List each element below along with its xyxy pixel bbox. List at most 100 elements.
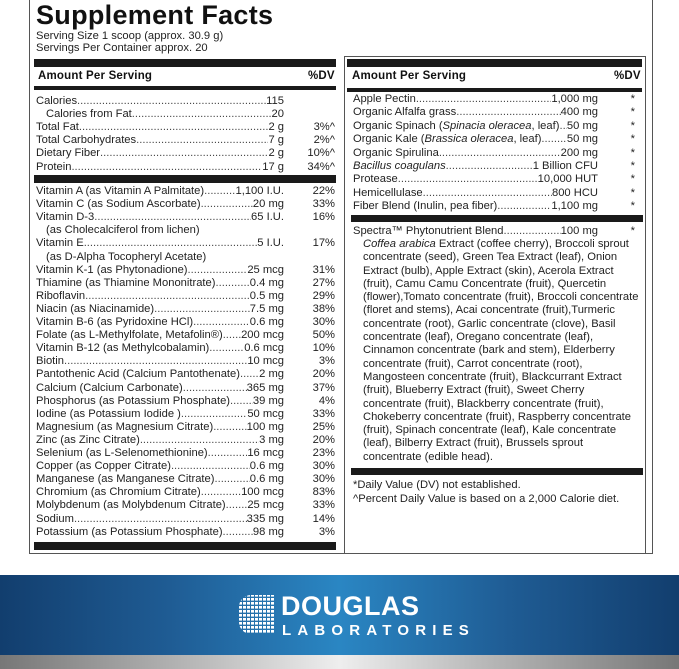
- ingredient-amount: 50 mg: [566, 119, 598, 132]
- ingredient-dv: *: [630, 106, 635, 119]
- dot-leader: ........................................…: [445, 160, 533, 172]
- nutrient-name: Phosphorus (as Potassium Phosphate): [36, 394, 231, 407]
- nutrient-name: Biotin: [36, 355, 64, 368]
- nutrient-amount: 3 mg: [259, 433, 284, 446]
- nutrient-row: Vitamin K-1 (as Phytonadione)...........…: [36, 264, 336, 277]
- nutrient-name: Folate (as L-Methylfolate, Metafolin®): [36, 329, 223, 342]
- nutrient-amount: 16 mcg: [247, 447, 284, 459]
- nutrient-row: Manganese (as Manganese Citrate)........…: [36, 473, 336, 486]
- nutrient-name: Selenium (as L-Selenomethionine): [36, 447, 208, 459]
- nutrient-row: Protein.................................…: [36, 161, 336, 174]
- nutrient-row: Zinc (as Zinc Citrate)..................…: [36, 434, 336, 447]
- dot-leader: ........................................…: [200, 198, 253, 211]
- nutrient-dv: 3%: [318, 355, 335, 368]
- nutrient-row: Vitamin E...............................…: [36, 237, 336, 250]
- nutrient-row: (as Cholecalciferol from lichen): [36, 224, 336, 237]
- nutrient-dv: 20%: [312, 368, 335, 381]
- nutrient-name: Zinc (as Zinc Citrate): [36, 433, 140, 446]
- nutrient-row: (as D-Alpha Tocopheryl Acetate): [36, 251, 336, 264]
- other-ingredients-panel: [344, 56, 646, 554]
- nutrient-row: Biotin..................................…: [36, 355, 336, 368]
- nutrient-dv: 17%: [312, 237, 335, 250]
- blend-amount: 100 mg: [560, 225, 598, 237]
- dot-leader: ........................................…: [200, 486, 242, 499]
- ingredient-amount: 1,000 mg: [551, 93, 598, 105]
- nutrient-row: Dietary Fiber...........................…: [36, 147, 336, 160]
- nutrient-amount: 20 mg: [252, 198, 284, 211]
- dot-leader: ........................................…: [73, 512, 247, 525]
- nutrient-dv: 30%: [312, 316, 335, 328]
- nutrient-dv: 29%: [312, 289, 335, 302]
- dv-header: %DV: [308, 70, 335, 82]
- nutrient-dv: 20%: [312, 433, 335, 446]
- nutrient-dv: 10%: [312, 342, 335, 355]
- dot-leader: ........................................…: [170, 460, 250, 473]
- blend-name: Spectra™ Phytonutrient Blend: [353, 225, 504, 237]
- nutrient-amount: 0.5 mg: [249, 289, 284, 302]
- dot-leader: ........................................…: [139, 433, 259, 446]
- nutrient-amount: 100 mg: [246, 420, 284, 433]
- nutrient-name: Calories: [36, 95, 78, 107]
- nutrient-amount: 98 mg: [252, 525, 284, 538]
- dot-leader: ........................................…: [83, 237, 258, 250]
- nutrient-row: Magnesium (as Magnesium Citrate)........…: [36, 421, 336, 434]
- nutrient-dv: 10%^: [307, 147, 335, 160]
- nutrient-row: Molybdenum (as Molybdenum Citrate)......…: [36, 499, 336, 512]
- nutrient-dv: 27%: [312, 276, 335, 289]
- nutrient-amount: 115: [266, 95, 284, 107]
- ingredient-dv: *: [630, 173, 635, 186]
- serving-size: Serving Size 1 scoop (approx. 30.9 g): [36, 30, 224, 42]
- nutrient-dv: 25%: [312, 420, 335, 433]
- nutrient-row: Vitamin C (as Sodium Ascorbate).........…: [36, 198, 336, 211]
- nutrient-row: Total Fat...............................…: [36, 121, 336, 134]
- ingredient-dv: *: [630, 133, 635, 146]
- ingredient-name-part: Organic Spinach (: [353, 119, 443, 132]
- nutrient-name: Pantothenic Acid (Calcium Pantothenate): [36, 368, 240, 381]
- nutrient-name: Vitamin E: [36, 237, 84, 250]
- dot-leader: ........................................…: [180, 407, 247, 420]
- nutrient-amount: 0.6 mg: [249, 473, 284, 486]
- nutrient-dv: 3%^: [313, 121, 335, 134]
- dot-leader: ........................................…: [541, 133, 567, 146]
- nutrient-name: Calcium (Calcium Carbonate): [36, 381, 183, 394]
- dot-leader: ........................................…: [77, 95, 266, 107]
- ingredient-name-part: Apple Pectin: [353, 93, 416, 105]
- blend-row: Spectra™ Phytonutrient Blend ...........…: [353, 225, 643, 238]
- nutrient-amount: 200 mcg: [241, 329, 284, 342]
- dot-leader: ........................................…: [222, 329, 242, 342]
- nutrient-amount: 10 mcg: [247, 355, 284, 368]
- nutrient-name: Vitamin B-6 (as Pyridoxine HCl): [36, 316, 194, 328]
- dot-leader: ........................................…: [230, 394, 253, 407]
- nutrient-row: Selenium (as L-Selenomethionine)........…: [36, 447, 336, 460]
- ingredient-name-part: Protease: [353, 173, 398, 186]
- dot-leader: ........................................…: [71, 160, 262, 173]
- dot-leader: ........................................…: [182, 381, 247, 394]
- ingredient-row: Protease................................…: [353, 173, 643, 186]
- nutrient-dv: 38%: [312, 302, 335, 315]
- dot-leader: ........................................…: [397, 173, 538, 186]
- nutrient-dv: 50%: [312, 329, 335, 342]
- nutrient-dv: 33%: [312, 198, 335, 211]
- divider-thick: [34, 59, 336, 67]
- nutrient-row: Copper (as Copper Citrate)..............…: [36, 460, 336, 473]
- nutrient-amount: 100 mcg: [241, 486, 284, 499]
- nutrient-row: Folate (as L-Methylfolate, Metafolin®)..…: [36, 329, 336, 342]
- divider-thick: [351, 468, 643, 475]
- douglas-logo-icon: [239, 595, 275, 634]
- blend-ingredients-text: Extract (coffee cherry), Broccoli sprout…: [363, 238, 639, 463]
- dot-leader: ........................................…: [193, 316, 250, 328]
- nutrient-row: Thiamine (as Thiamine Mononitrate)......…: [36, 277, 336, 290]
- ingredient-name: Hemicellulase: [353, 187, 423, 200]
- ingredient-amount: 200 mg: [560, 146, 598, 159]
- dot-leader: ........................................…: [214, 473, 249, 486]
- nutrient-amount: 5 I.U.: [257, 237, 284, 250]
- ingredient-dv: *: [630, 119, 635, 132]
- nutrient-amount: 0.6 mg: [249, 316, 284, 328]
- nutrient-name: Niacin (as Niacinamide): [36, 302, 155, 315]
- nutrient-name: (as D-Alpha Tocopheryl Acetate): [46, 250, 207, 263]
- divider: [347, 88, 642, 92]
- nutrient-name: Potassium (as Potassium Phosphate): [36, 525, 223, 538]
- nutrient-dv: 31%: [312, 263, 335, 276]
- footnote-percent: ^Percent Daily Value is based on a 2,000…: [353, 493, 620, 505]
- nutrient-amount: 25 mcg: [247, 263, 284, 276]
